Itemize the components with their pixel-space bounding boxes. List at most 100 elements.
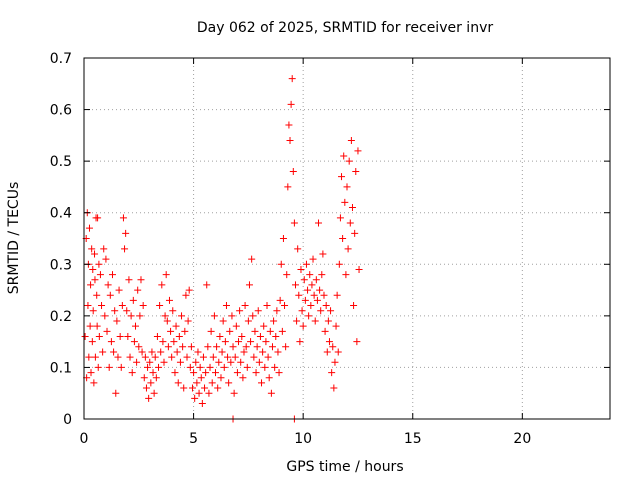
data-point [116,332,124,340]
x-axis-label: GPS time / hours [286,459,403,475]
data-point [171,369,179,377]
data-point [106,291,114,299]
data-point [94,214,102,222]
data-point [331,358,339,366]
data-point [301,296,309,304]
data-point [91,353,99,361]
data-point [164,343,172,351]
data-point [329,343,337,351]
x-tick-label: 5 [189,431,198,447]
data-point [213,343,221,351]
data-point [103,327,111,335]
data-point [89,307,97,315]
data-point [312,276,320,284]
data-point [237,358,245,366]
data-point [217,374,225,382]
data-point [198,400,206,408]
data-point [346,219,354,227]
data-point [313,296,321,304]
data-point [85,224,93,232]
data-point [111,307,119,315]
data-point [316,286,324,294]
data-point [110,348,118,356]
data-point [273,307,281,315]
data-point [205,389,213,397]
data-point [157,348,165,356]
data-point [191,394,199,402]
data-point [96,271,104,279]
data-point [342,271,350,279]
data-point [203,281,211,289]
data-point [204,343,212,351]
data-point [239,374,247,382]
data-point [310,291,318,299]
data-point [81,332,89,340]
data-point [91,250,99,258]
data-point [160,358,168,366]
data-point [264,353,272,361]
data-point [330,384,338,392]
data-point [297,265,305,273]
data-point [254,307,262,315]
y-tick-label: 0.7 [50,51,72,67]
data-point [174,379,182,387]
data-point [93,322,101,330]
data-point [179,343,187,351]
data-point [267,389,275,397]
data-point [285,121,293,129]
data-point [117,363,125,371]
data-point [222,302,230,310]
data-point [196,363,204,371]
data-point [323,348,331,356]
data-point [290,219,298,227]
y-tick-label: 0.5 [50,154,72,170]
data-point [248,255,256,263]
data-point [199,353,207,361]
data-point [322,302,330,310]
data-point [118,302,126,310]
data-point [126,353,134,361]
data-point [121,245,129,253]
data-point [207,327,215,335]
data-point [216,332,224,340]
data-point [105,363,113,371]
data-point [253,343,261,351]
data-point [209,353,217,361]
data-point [122,229,130,237]
x-tick-label: 15 [404,431,422,447]
data-point [260,322,268,330]
data-point [281,302,289,310]
data-point [123,307,131,315]
data-point [284,183,292,191]
data-point [94,363,102,371]
data-point [231,353,239,361]
data-point [169,307,177,315]
data-point [132,322,140,330]
data-point [107,338,115,346]
data-point [114,353,122,361]
data-point [334,348,342,356]
data-point [289,167,297,175]
data-point [136,312,144,320]
data-point [218,348,226,356]
data-point [219,317,227,325]
x-tick-label: 0 [80,431,89,447]
data-point [277,260,285,268]
data-point [176,358,184,366]
data-point [227,358,235,366]
data-point [250,353,258,361]
x-tick-label: 20 [513,431,531,447]
data-point [125,276,133,284]
data-point [158,281,166,289]
data-point [170,338,178,346]
y-tick-label: 0 [63,412,72,428]
data-point [354,147,362,155]
data-point [178,312,186,320]
data-point [318,271,326,279]
data-point [100,245,108,253]
data-point [168,353,176,361]
data-point [240,348,248,356]
data-point [208,379,216,387]
data-point [104,281,112,289]
data-point [306,271,314,279]
